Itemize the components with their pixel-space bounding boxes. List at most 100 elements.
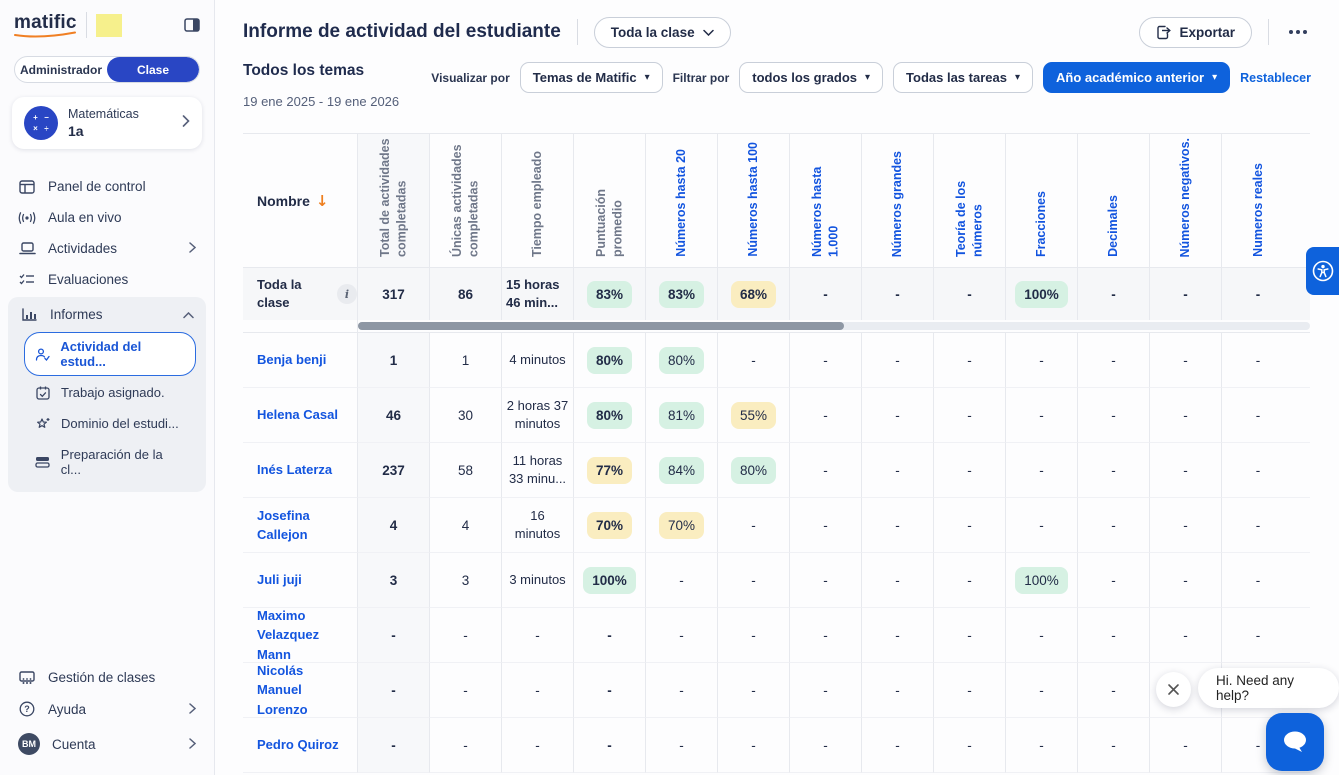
visualize-by-label: Visualizar por	[431, 70, 510, 85]
tasks-dropdown[interactable]: Todas las tareas ▾	[893, 62, 1033, 93]
scrollbar-thumb[interactable]	[358, 322, 844, 330]
sidebar-item-cuenta[interactable]: BM Cuenta	[8, 725, 206, 763]
sidebar-item-actividades[interactable]: Actividades	[8, 233, 206, 264]
column-header-numeros-hasta-100[interactable]: Números hasta 100	[718, 133, 790, 268]
sidebar-item-label: Preparación de la cl...	[60, 447, 163, 477]
table-cell: -	[430, 663, 502, 718]
table-cell: -	[934, 663, 1006, 718]
sidebar-item-gestion-de-clases[interactable]: Gestión de clases	[8, 662, 206, 693]
column-header-numeros-hasta-20[interactable]: Números hasta 20	[646, 133, 718, 268]
column-header-nombre[interactable]: Nombre ↓	[243, 133, 358, 268]
table-cell: -	[790, 663, 862, 718]
student-link[interactable]: Pedro Quiroz	[257, 737, 339, 753]
class-card[interactable]: + − × ÷ Matemáticas 1a	[12, 97, 202, 149]
academic-year-dropdown[interactable]: Año académico anterior ▾	[1042, 62, 1231, 93]
chevron-right-icon	[189, 737, 197, 752]
column-header-numeros-hasta-1000[interactable]: Números hasta 1.000	[790, 133, 862, 268]
table-cell: -	[1078, 663, 1150, 718]
class-selector-dropdown[interactable]: Toda la clase	[593, 16, 731, 48]
summary-cell: 83%	[574, 268, 646, 320]
sidebar-item-label: Gestión de clases	[48, 670, 156, 685]
chat-greeting[interactable]: Hi. Need any help?	[1198, 668, 1339, 708]
visualize-by-dropdown[interactable]: Temas de Matific ▾	[519, 62, 663, 93]
table-cell: 3	[430, 553, 502, 608]
sidebar-item-evaluaciones[interactable]: Evaluaciones	[8, 264, 206, 295]
sidebar-item-informes[interactable]: Informes	[10, 299, 204, 330]
table-cell: 70%	[646, 498, 718, 553]
sidebar-item-actividad-del-estudiante[interactable]: Actividad del estud...	[24, 332, 196, 376]
matific-logo-text: matific	[14, 12, 77, 33]
school-logo	[95, 13, 122, 37]
column-header-numeros-negativos[interactable]: Números negativos.	[1150, 133, 1222, 268]
user-avatar: BM	[18, 733, 40, 755]
class-selector-value: Toda la clase	[610, 24, 695, 40]
student-link[interactable]: Nicolás Manuel Lorenzo	[257, 662, 308, 717]
table-cell: 237	[358, 443, 430, 498]
sidebar-item-trabajo-asignado[interactable]: Trabajo asignado.	[24, 378, 196, 407]
column-header-decimales[interactable]: Decimales	[1078, 133, 1150, 268]
column-header-fracciones[interactable]: Fracciones	[1006, 133, 1078, 268]
table-cell: -	[790, 718, 862, 773]
sidebar-item-label: Panel de control	[48, 179, 146, 194]
accessibility-widget-button[interactable]	[1306, 247, 1339, 295]
student-link[interactable]: Juli juji	[257, 572, 302, 588]
header-divider	[1268, 19, 1269, 45]
summary-cell: 317	[358, 268, 430, 320]
grades-dropdown[interactable]: todos los grados ▾	[739, 62, 884, 93]
dashboard-icon	[18, 179, 36, 194]
table-cell: 3 minutos	[502, 553, 574, 608]
chat-dismiss-button[interactable]	[1156, 672, 1191, 707]
table-cell: 70%	[574, 498, 646, 553]
sidebar-collapse-icon[interactable]	[184, 18, 200, 32]
table-cell: 2 horas 37 minutos	[502, 388, 574, 443]
export-button[interactable]: Exportar	[1139, 16, 1252, 48]
column-header-numeros-grandes[interactable]: Números grandes	[862, 133, 934, 268]
date-range: 19 ene 2025 - 19 ene 2026	[243, 94, 400, 109]
table-cell: -	[718, 498, 790, 553]
student-link[interactable]: Inés Laterza	[257, 462, 333, 478]
student-link[interactable]: Helena Casal	[257, 407, 338, 423]
column-header-teoria-de-los-numeros[interactable]: Teoría de los números	[934, 133, 1006, 268]
scrollbar-track[interactable]	[358, 322, 1310, 330]
caret-down-icon: ▾	[865, 72, 871, 83]
table-cell: -	[1006, 333, 1078, 388]
scope-title: Todos los temas	[243, 62, 365, 79]
student-activity-icon	[35, 347, 50, 361]
table-cell: 58	[430, 443, 502, 498]
class-subject: Matemáticas	[68, 107, 139, 121]
chat-launcher-button[interactable]	[1266, 713, 1324, 771]
more-options-icon[interactable]	[1285, 26, 1311, 38]
sidebar-item-preparacion-de-la-clase[interactable]: Preparación de la cl...	[24, 440, 196, 484]
sidebar-item-aula-en-vivo[interactable]: Aula en vivo	[8, 202, 206, 233]
sidebar-item-ayuda[interactable]: ? Ayuda	[8, 693, 206, 725]
info-icon[interactable]: i	[337, 284, 357, 304]
table-cell: -	[934, 388, 1006, 443]
student-link[interactable]: Maximo Velazquez Mann	[257, 607, 320, 662]
student-link[interactable]: Josefina Callejon	[257, 507, 310, 543]
sidebar-item-dominio-del-estudiante[interactable]: Dominio del estudi...	[24, 409, 196, 438]
student-link[interactable]: Benja benji	[257, 352, 327, 368]
table-cell: -	[862, 333, 934, 388]
tab-clase[interactable]: Clase	[107, 57, 199, 82]
table-cell: -	[1222, 333, 1310, 388]
sidebar-nav: Panel de control Aula en vivo Actividade…	[0, 161, 214, 492]
table-cell: 81%	[646, 388, 718, 443]
math-subject-icon: + − × ÷	[24, 106, 58, 140]
summary-cell: -	[862, 268, 934, 320]
reset-filters-link[interactable]: Restablecer	[1240, 70, 1311, 85]
chevron-down-icon	[702, 29, 714, 36]
live-broadcast-icon	[18, 211, 36, 224]
table-cell: -	[1078, 498, 1150, 553]
table-cell: -	[646, 718, 718, 773]
informes-group: Informes Actividad del estud... Trabajo	[8, 297, 206, 492]
table-cell: -	[934, 443, 1006, 498]
chat-bubble-icon	[1284, 731, 1306, 752]
column-header-numeros-reales[interactable]: Numeros reales	[1222, 133, 1310, 268]
table-cell: -	[790, 333, 862, 388]
matific-logo[interactable]: matific	[14, 12, 77, 38]
bar-chart-icon	[20, 308, 38, 321]
tasks-value: Todas las tareas	[906, 70, 1007, 85]
sidebar-item-panel-de-control[interactable]: Panel de control	[8, 171, 206, 202]
table-cell: 3	[358, 553, 430, 608]
tab-administrador[interactable]: Administrador	[19, 62, 102, 77]
